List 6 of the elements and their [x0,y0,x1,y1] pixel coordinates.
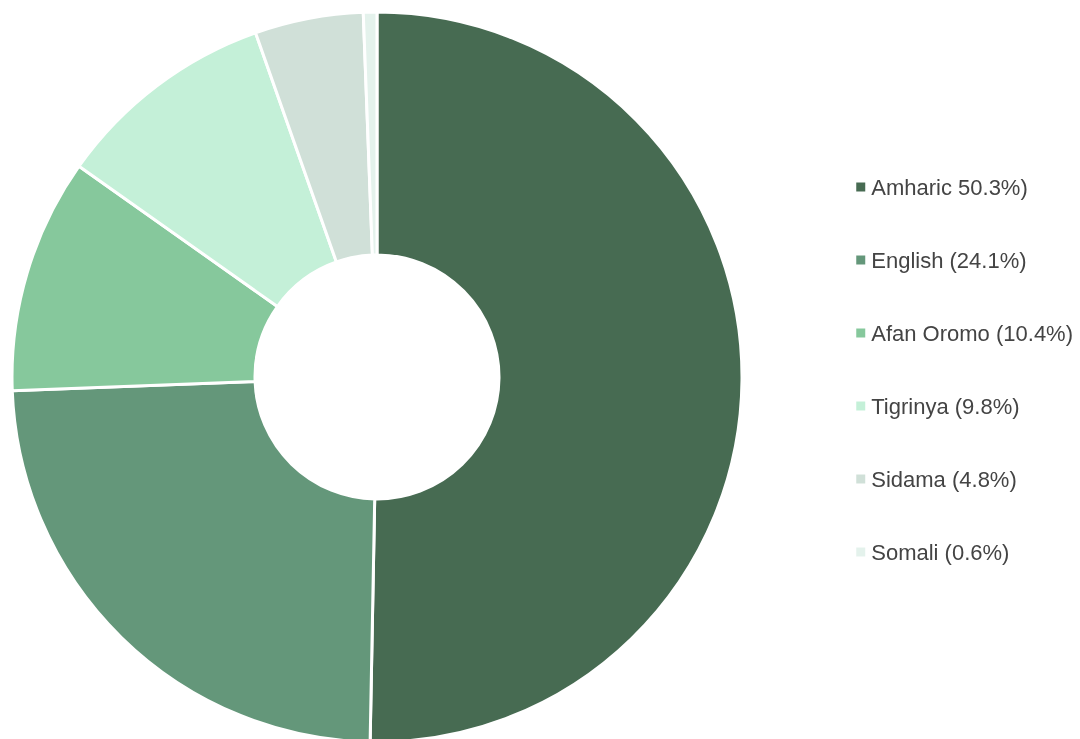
legend-label: Amharic 50.3%) [871,174,1028,200]
legend-label: Sidama (4.8%) [871,466,1017,492]
legend-label: Somali (0.6%) [871,539,1010,565]
legend-label: Afan Oromo (10.4%) [871,320,1073,346]
legend-label: English (24.1%) [871,247,1027,273]
legend-label: Tigrinya (9.8%) [871,393,1020,419]
